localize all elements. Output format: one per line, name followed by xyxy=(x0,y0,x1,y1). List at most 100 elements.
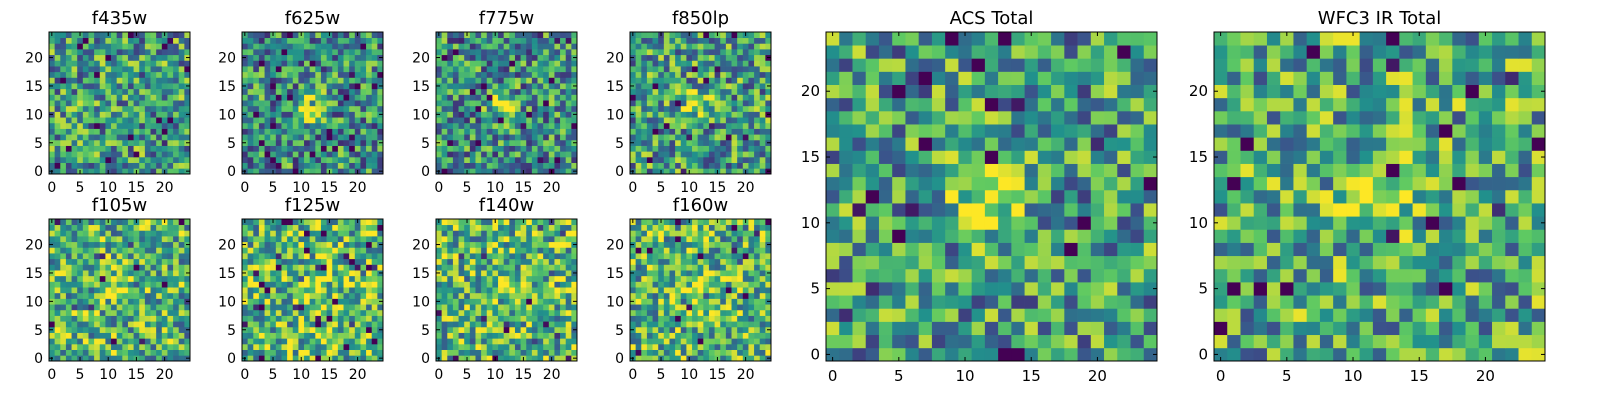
heatmap-cell xyxy=(560,49,567,56)
heatmap-cell xyxy=(354,224,361,231)
heatmap-cell xyxy=(247,162,254,169)
heatmap-cell xyxy=(354,37,361,44)
heatmap-cell xyxy=(543,83,550,90)
heatmap-cell xyxy=(663,43,670,50)
heatmap-cell xyxy=(641,83,648,90)
y-tick-label: 20 xyxy=(218,51,236,67)
heatmap-cell xyxy=(105,145,112,152)
heatmap-cell xyxy=(309,94,316,101)
heatmap-cell xyxy=(675,332,682,339)
heatmap-cell xyxy=(526,49,533,56)
heatmap-cell xyxy=(360,111,367,118)
heatmap-cell xyxy=(65,49,72,56)
heatmap-cell xyxy=(371,304,378,311)
heatmap-cell xyxy=(759,134,766,141)
heatmap-cell xyxy=(565,145,572,152)
heatmap-cell xyxy=(565,77,572,84)
heatmap-cell xyxy=(371,247,378,254)
heatmap-cell xyxy=(509,139,516,146)
heatmap-cell xyxy=(65,258,72,265)
heatmap-cell xyxy=(652,304,659,311)
heatmap-cell xyxy=(641,32,648,39)
heatmap-cell xyxy=(161,94,168,101)
heatmap-cell xyxy=(686,332,693,339)
heatmap-cell xyxy=(543,168,550,175)
heatmap-cell xyxy=(326,77,333,84)
heatmap-cell xyxy=(498,111,505,118)
heatmap-cell xyxy=(287,156,294,163)
heatmap-cell xyxy=(663,355,670,362)
heatmap-cell xyxy=(360,94,367,101)
heatmap-cell xyxy=(343,71,350,78)
heatmap-cell xyxy=(253,304,260,311)
heatmap-cell xyxy=(184,117,191,124)
heatmap-cell xyxy=(447,71,454,78)
heatmap-cell xyxy=(481,315,488,322)
heatmap-cell xyxy=(127,349,134,356)
heatmap-cell xyxy=(520,54,527,61)
heatmap-cell xyxy=(60,83,67,90)
heatmap-cell xyxy=(475,258,482,265)
heatmap-cell xyxy=(464,349,471,356)
heatmap-cell xyxy=(531,309,538,316)
heatmap-cell xyxy=(127,236,134,243)
heatmap-cell xyxy=(675,315,682,322)
heatmap-cell xyxy=(560,355,567,362)
heatmap-cell xyxy=(680,168,687,175)
heatmap-cell xyxy=(537,332,544,339)
heatmap-cell xyxy=(560,236,567,243)
heatmap-cell xyxy=(452,270,459,277)
heatmap-cell xyxy=(150,54,157,61)
heatmap-cell xyxy=(469,54,476,61)
heatmap-cell xyxy=(281,162,288,169)
heatmap-cell xyxy=(630,66,636,73)
heatmap-cell xyxy=(60,43,67,50)
heatmap-cell xyxy=(526,83,533,90)
heatmap-cell xyxy=(652,151,659,158)
heatmap-cell xyxy=(184,304,191,311)
heatmap-cell xyxy=(748,83,755,90)
heatmap-cell xyxy=(133,128,140,135)
heatmap-cell xyxy=(326,287,333,294)
heatmap-cell xyxy=(720,117,727,124)
heatmap-cell xyxy=(447,287,454,294)
heatmap-cell xyxy=(663,111,670,118)
heatmap-cell xyxy=(486,321,493,328)
heatmap-cell xyxy=(697,77,704,84)
heatmap-cell xyxy=(371,349,378,356)
heatmap-cell xyxy=(725,156,732,163)
heatmap-cell xyxy=(377,60,384,67)
heatmap-cell xyxy=(287,32,294,39)
heatmap-cell xyxy=(731,77,738,84)
heatmap-cell xyxy=(167,219,174,226)
heatmap-cell xyxy=(646,66,653,73)
heatmap-cell xyxy=(675,292,682,299)
heatmap-cell xyxy=(304,321,311,328)
heatmap-cell xyxy=(287,298,294,305)
heatmap-cell xyxy=(371,145,378,152)
heatmap-cell xyxy=(641,49,648,56)
heatmap-cell xyxy=(320,162,327,169)
heatmap-cell xyxy=(139,258,146,265)
heatmap-cell xyxy=(167,43,174,50)
heatmap-cell xyxy=(641,156,648,163)
heatmap-cell xyxy=(703,156,710,163)
heatmap-cell xyxy=(371,321,378,328)
heatmap-cell xyxy=(514,83,521,90)
heatmap-cell xyxy=(708,326,715,333)
heatmap-cell xyxy=(498,253,505,260)
heatmap-cell xyxy=(337,298,344,305)
heatmap-cell xyxy=(571,94,578,101)
heatmap-cell xyxy=(565,270,572,277)
heatmap-cell xyxy=(349,247,356,254)
heatmap-cell xyxy=(548,94,555,101)
heatmap-cell xyxy=(304,37,311,44)
heatmap-cell xyxy=(127,355,134,362)
heatmap-cell xyxy=(60,32,67,39)
heatmap-cell xyxy=(82,49,89,56)
heatmap-cell xyxy=(360,168,367,175)
heatmap-cell xyxy=(337,224,344,231)
heatmap-cell xyxy=(144,275,151,282)
heatmap-cell xyxy=(122,100,129,107)
heatmap-cell xyxy=(343,32,350,39)
